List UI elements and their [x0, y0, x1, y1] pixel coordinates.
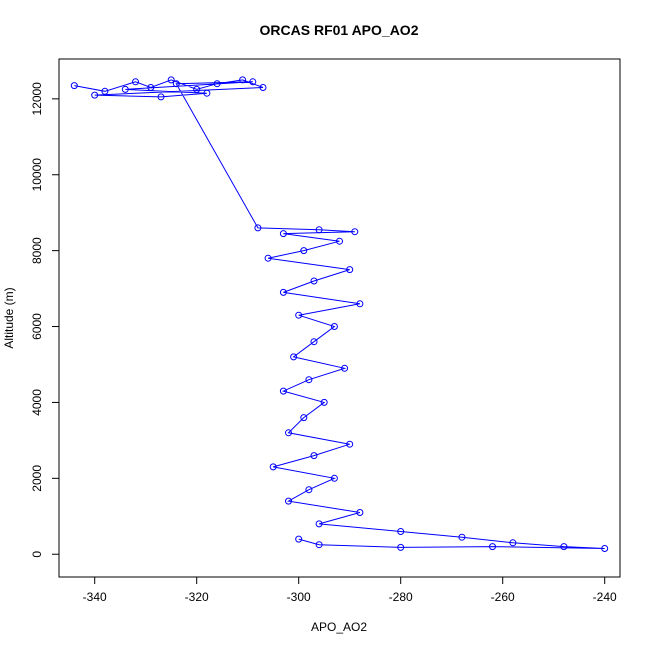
- data-point: [356, 509, 364, 516]
- data-point: [269, 463, 277, 471]
- data-point: [279, 288, 287, 296]
- data-point: [121, 85, 129, 93]
- x-tick-label: -240: [593, 590, 617, 604]
- y-tick-label: 12000: [30, 82, 44, 116]
- y-tick-label: 10000: [30, 158, 44, 192]
- data-point: [264, 254, 272, 262]
- data-point: [458, 533, 466, 541]
- data-point: [330, 323, 338, 330]
- x-tick-label: -280: [389, 590, 413, 604]
- data-point: [310, 277, 318, 285]
- series-line: [74, 79, 605, 549]
- data-point: [290, 353, 298, 361]
- data-point: [279, 387, 287, 395]
- data-point: [601, 545, 609, 552]
- data-point: [300, 414, 308, 422]
- x-axis-label: APO_AO2: [311, 620, 367, 634]
- data-point: [193, 85, 201, 93]
- y-tick-label: 8000: [30, 237, 44, 264]
- data-point: [295, 535, 303, 543]
- data-point: [320, 398, 328, 406]
- data-point: [356, 300, 364, 308]
- x-tick-label: -320: [185, 590, 209, 604]
- data-point: [91, 91, 99, 99]
- data-point: [172, 80, 180, 88]
- data-point: [560, 543, 568, 551]
- data-point: [397, 543, 405, 551]
- data-point: [295, 311, 303, 319]
- data-point: [305, 376, 313, 384]
- data-point: [167, 76, 175, 84]
- data-point: [341, 364, 349, 372]
- y-axis-label: Altitude (m): [2, 287, 16, 348]
- data-point: [279, 230, 287, 238]
- data-point: [254, 224, 262, 232]
- data-point: [330, 474, 338, 482]
- x-axis: -340 -320 -300 -280 -260 -240: [83, 577, 617, 604]
- plot-frame: [58, 58, 621, 578]
- data-point: [239, 76, 247, 84]
- data-point: [132, 78, 139, 86]
- data-point: [213, 80, 221, 88]
- chart-title: ORCAS RF01 APO_AO2: [260, 22, 419, 38]
- y-tick-label: 0: [30, 551, 44, 558]
- data-point: [310, 452, 318, 460]
- data-points: [70, 76, 609, 552]
- data-point: [310, 338, 318, 346]
- data-point: [157, 93, 165, 101]
- data-point: [346, 266, 354, 274]
- data-point: [346, 440, 354, 448]
- data-traces: [74, 79, 605, 549]
- data-point: [315, 520, 323, 528]
- data-point: [259, 84, 267, 91]
- x-tick-label: -340: [83, 590, 107, 604]
- data-point: [249, 78, 257, 86]
- data-point: [70, 82, 78, 90]
- y-tick-label: 6000: [30, 313, 44, 340]
- data-point: [351, 228, 359, 236]
- y-tick-label: 2000: [30, 465, 44, 492]
- data-point: [489, 543, 496, 551]
- data-point: [315, 226, 323, 234]
- data-point: [285, 429, 292, 437]
- data-point: [509, 539, 517, 547]
- y-tick-label: 4000: [30, 389, 44, 416]
- x-tick-label: -300: [287, 590, 311, 604]
- x-tick-label: -260: [491, 590, 515, 604]
- data-point: [305, 486, 313, 494]
- data-point: [397, 528, 405, 535]
- y-axis: 0 2000 4000 6000 8000 10000 12000: [30, 82, 59, 558]
- data-point: [315, 541, 323, 549]
- data-point: [203, 89, 211, 97]
- data-point: [147, 84, 155, 91]
- data-point: [300, 247, 308, 255]
- data-point: [101, 87, 109, 95]
- data-point: [285, 497, 292, 505]
- data-point: [336, 237, 343, 245]
